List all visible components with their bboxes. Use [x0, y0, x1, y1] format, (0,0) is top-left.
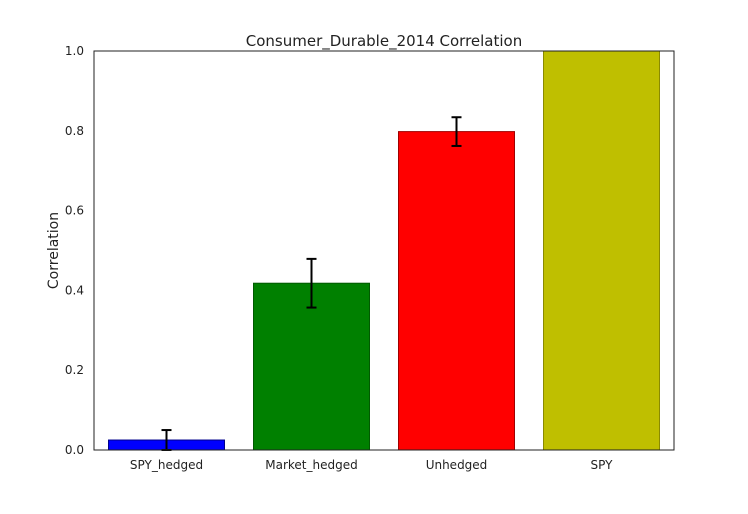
y-tick-label: 0.8 — [65, 124, 84, 138]
bar-spy — [543, 50, 660, 451]
error-bars-layer — [161, 116, 462, 451]
y-tick-label: 0.6 — [65, 204, 84, 218]
bars-layer — [108, 50, 660, 451]
y-axis-label: Correlation — [46, 212, 62, 289]
x-tick-label: SPY_hedged — [130, 458, 203, 472]
x-tick-label: Market_hedged — [265, 458, 357, 472]
x-tick-label: Unhedged — [426, 458, 488, 472]
chart-title: Consumer_Durable_2014 Correlation — [246, 32, 522, 51]
y-tick-label: 0.4 — [65, 283, 84, 297]
y-tick-label: 1.0 — [65, 44, 84, 58]
bar-market-hedged — [253, 282, 370, 451]
y-tick-label: 0.2 — [65, 363, 84, 377]
y-ticks-layer: 0.0 0.2 0.4 0.6 0.8 1.0 — [65, 44, 84, 457]
plot-frame — [93, 50, 675, 451]
error-bar — [451, 116, 462, 147]
bar-unhedged — [398, 131, 515, 451]
error-bar — [306, 257, 317, 309]
x-ticks-layer: SPY_hedged Market_hedged Unhedged SPY — [130, 458, 613, 472]
y-tick-label: 0.0 — [65, 443, 84, 457]
x-tick-label: SPY — [591, 458, 614, 472]
